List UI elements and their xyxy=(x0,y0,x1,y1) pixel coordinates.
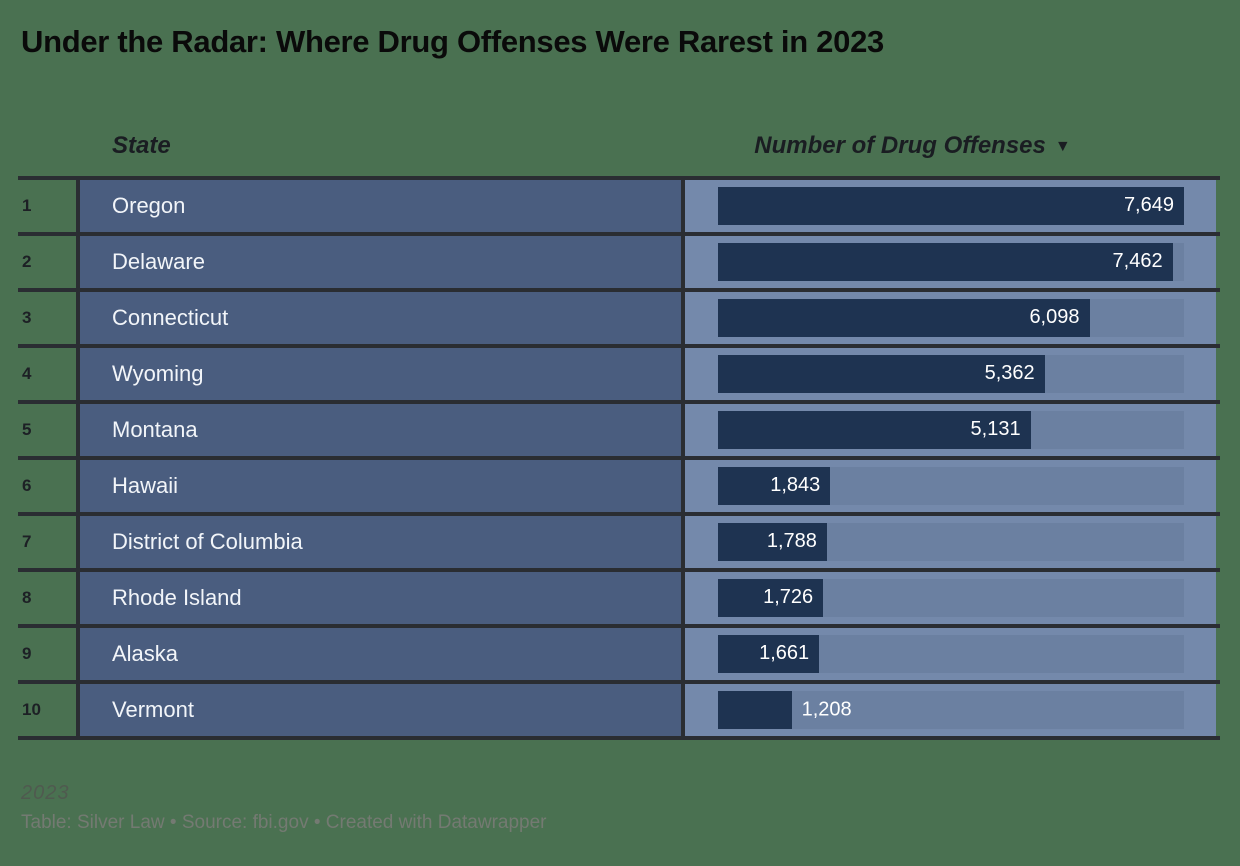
table-row: 10 Vermont 1,208 xyxy=(18,679,1220,736)
bar-cell: 5,362 xyxy=(681,347,1216,400)
footer-attribution: Table: Silver Law • Source: fbi.gov • Cr… xyxy=(21,811,547,833)
bar-cell: 1,726 xyxy=(681,571,1216,624)
column-header-value[interactable]: Number of Drug Offenses ▼ xyxy=(685,132,1220,160)
bar-track: 6,098 xyxy=(718,298,1184,337)
value-label: 5,362 xyxy=(984,362,1035,385)
value-label: 1,726 xyxy=(763,586,814,609)
rank-cell: 2 xyxy=(22,251,32,271)
column-header-value-label: Number of Drug Offenses xyxy=(754,131,1046,159)
rank-cell: 10 xyxy=(22,699,41,719)
column-header-row: State Number of Drug Offenses ▼ xyxy=(18,132,1220,160)
value-label: 1,788 xyxy=(766,530,817,553)
value-bar: 6,098 xyxy=(718,298,1090,337)
state-cell: Alaska xyxy=(76,627,681,680)
state-cell: Vermont xyxy=(76,683,681,736)
sort-descending-icon: ▼ xyxy=(1054,137,1071,155)
bar-cell: 6,098 xyxy=(681,291,1216,344)
bar-cell: 7,649 xyxy=(681,179,1216,232)
state-cell: Rhode Island xyxy=(76,571,681,624)
bar-track: 1,788 xyxy=(718,522,1184,561)
state-cell: Wyoming xyxy=(76,347,681,400)
rank-cell: 6 xyxy=(22,475,32,495)
page-title: Under the Radar: Where Drug Offenses Wer… xyxy=(21,24,884,59)
bar-track: 7,649 xyxy=(718,186,1184,225)
bar-track: 1,843 xyxy=(718,466,1184,505)
value-bar: 1,788 xyxy=(718,522,827,561)
table-row: 7 District of Columbia 1,788 xyxy=(18,511,1220,568)
value-bar: 5,362 xyxy=(718,354,1045,393)
value-bar: 1,661 xyxy=(718,634,820,673)
table-row: 1 Oregon 7,649 xyxy=(18,175,1220,232)
state-cell: Montana xyxy=(76,403,681,456)
bar-track: 1,661 xyxy=(718,634,1184,673)
value-bar: 1,726 xyxy=(718,578,824,617)
bar-track: 5,131 xyxy=(718,410,1184,449)
bar-cell: 5,131 xyxy=(681,403,1216,456)
table-row: 5 Montana 5,131 xyxy=(18,399,1220,456)
rank-cell: 4 xyxy=(22,363,32,383)
value-label: 7,462 xyxy=(1112,250,1163,273)
value-bar: 5,131 xyxy=(718,410,1031,449)
value-label: 7,649 xyxy=(1123,194,1174,217)
state-cell: Connecticut xyxy=(76,291,681,344)
value-bar: 7,462 xyxy=(718,242,1173,281)
rank-cell: 5 xyxy=(22,419,32,439)
table-row: 4 Wyoming 5,362 xyxy=(18,343,1220,400)
value-bar xyxy=(718,690,792,729)
rank-cell: 3 xyxy=(22,307,32,327)
value-bar: 7,649 xyxy=(718,186,1184,225)
state-cell: Oregon xyxy=(76,179,681,232)
table-row: 6 Hawaii 1,843 xyxy=(18,455,1220,512)
rank-cell: 9 xyxy=(22,643,32,663)
bar-track: 1,208 xyxy=(718,690,1184,729)
value-label: 1,843 xyxy=(770,474,821,497)
state-cell: District of Columbia xyxy=(76,515,681,568)
footer-note: 2023 xyxy=(21,781,70,804)
bar-track: 5,362 xyxy=(718,354,1184,393)
rank-cell: 7 xyxy=(22,531,32,551)
table-row: 9 Alaska 1,661 xyxy=(18,623,1220,680)
value-label: 1,208 xyxy=(801,698,852,721)
bar-cell: 1,661 xyxy=(681,627,1216,680)
bar-cell: 1,208 xyxy=(681,683,1216,736)
rank-cell: 1 xyxy=(22,195,32,215)
bar-track: 7,462 xyxy=(718,242,1184,281)
bar-cell: 1,843 xyxy=(681,459,1216,512)
value-label: 5,131 xyxy=(970,418,1021,441)
bar-cell: 7,462 xyxy=(681,235,1216,288)
bar-cell: 1,788 xyxy=(681,515,1216,568)
table-row: 3 Connecticut 6,098 xyxy=(18,287,1220,344)
table-row: 2 Delaware 7,462 xyxy=(18,231,1220,288)
table-row: 8 Rhode Island 1,726 xyxy=(18,567,1220,624)
state-cell: Delaware xyxy=(76,235,681,288)
value-label: 1,661 xyxy=(759,642,810,665)
state-cell: Hawaii xyxy=(76,459,681,512)
offense-table: 1 Oregon 7,649 2 Delaware 7,462 3 Connecticut 6,… xyxy=(18,175,1220,740)
value-label: 6,098 xyxy=(1029,306,1080,329)
bar-track: 1,726 xyxy=(718,578,1184,617)
column-header-state[interactable]: State xyxy=(112,131,171,159)
rank-cell: 8 xyxy=(22,587,32,607)
value-bar: 1,843 xyxy=(718,466,831,505)
